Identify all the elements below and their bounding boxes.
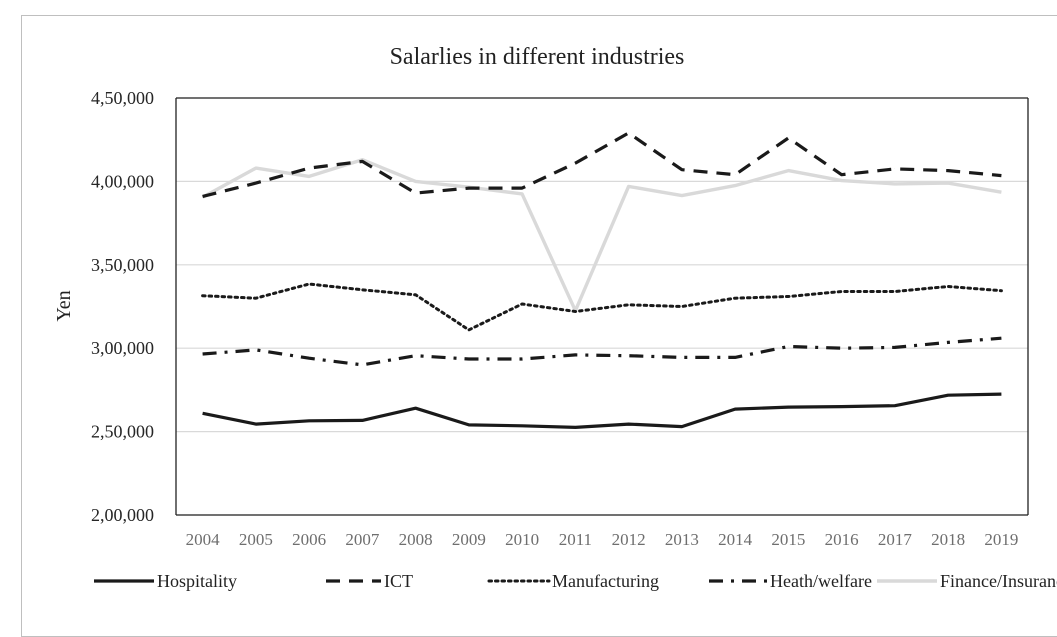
y-axis-ticks: 2,00,000 2,50,000 3,00,000 3,50,000 4,00,000… — [91, 88, 154, 525]
legend-label: Hospitality — [157, 571, 237, 591]
x-tick-label: 2017 — [878, 530, 913, 549]
y-tick-label: 4,00,000 — [91, 171, 154, 191]
series-lines — [203, 133, 1002, 428]
x-tick-label: 2014 — [718, 530, 753, 549]
x-tick-label: 2005 — [239, 530, 273, 549]
line-chart: Salarlies in different industries Yen 2,… — [22, 16, 1057, 636]
series-line-manufacturing — [203, 284, 1002, 330]
legend-label: ICT — [384, 571, 413, 591]
x-tick-label: 2015 — [771, 530, 805, 549]
legend-item: ICT — [326, 571, 413, 591]
x-tick-label: 2008 — [399, 530, 433, 549]
legend: Hospitality ICT Manufacturing Heath/welfare… — [94, 571, 1057, 591]
x-tick-label: 2013 — [665, 530, 699, 549]
legend-label: Heath/welfare — [770, 571, 872, 591]
y-axis-label: Yen — [53, 290, 75, 321]
y-tick-label: 4,50,000 — [91, 88, 154, 108]
y-tick-label: 2,50,000 — [91, 422, 154, 442]
x-tick-label: 2016 — [825, 530, 859, 549]
series-line-hospitality — [203, 394, 1002, 427]
x-tick-label: 2009 — [452, 530, 486, 549]
y-tick-label: 3,00,000 — [91, 338, 154, 358]
legend-item: Heath/welfare — [709, 571, 872, 591]
x-tick-label: 2018 — [931, 530, 965, 549]
chart-frame: Salarlies in different industries Yen 2,… — [21, 15, 1057, 637]
legend-label: Finance/Insurance — [940, 571, 1057, 591]
series-line-finance-insurance — [203, 160, 1002, 311]
x-tick-label: 2006 — [292, 530, 326, 549]
gridlines — [176, 98, 1028, 515]
series-line-ict — [203, 133, 1002, 196]
legend-item: Manufacturing — [489, 571, 659, 591]
chart-title: Salarlies in different industries — [390, 44, 685, 70]
y-tick-label: 2,00,000 — [91, 505, 154, 525]
x-tick-label: 2010 — [505, 530, 539, 549]
legend-item: Finance/Insurance — [877, 571, 1057, 591]
series-line-heath-welfare — [203, 338, 1002, 365]
x-tick-label: 2011 — [559, 530, 592, 549]
x-tick-label: 2004 — [186, 530, 221, 549]
x-axis-ticks: 2004 2005 2006 2007 2008 2009 2010 2011 2012 2013… — [186, 530, 1019, 549]
x-tick-label: 2012 — [612, 530, 646, 549]
x-tick-label: 2007 — [345, 530, 380, 549]
legend-item: Hospitality — [94, 571, 237, 591]
x-tick-label: 2019 — [984, 530, 1018, 549]
legend-label: Manufacturing — [552, 571, 659, 591]
y-tick-label: 3,50,000 — [91, 255, 154, 275]
